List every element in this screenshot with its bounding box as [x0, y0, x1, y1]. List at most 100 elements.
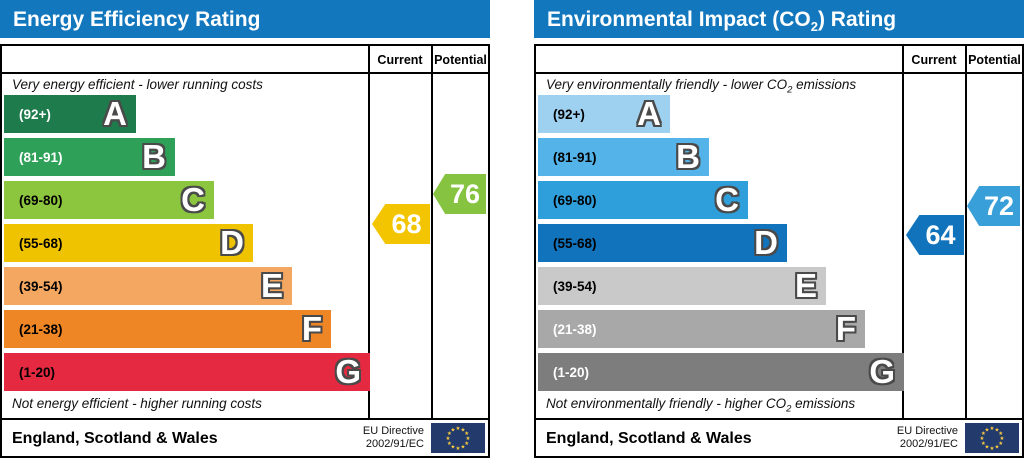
eu-flag-icon: ★ ★★ ★★★ ★★★ ★★★	[431, 423, 485, 453]
band-letter: E	[794, 267, 817, 304]
eu-flag-stars: ★ ★★ ★★★ ★★★ ★★★	[446, 425, 471, 452]
svg-text:★: ★	[464, 440, 469, 447]
svg-text:★: ★	[447, 440, 452, 447]
svg-text:★: ★	[985, 426, 990, 433]
panel-title: Environmental Impact (CO2) Rating	[534, 0, 1024, 38]
band-range-label: (92+)	[553, 107, 585, 122]
region-label: England, Scotland & Wales	[546, 430, 752, 447]
svg-text:★: ★	[451, 426, 456, 433]
band-d: (55-68) D	[4, 224, 253, 262]
band-range-label: (92+)	[19, 107, 51, 122]
caption-top: Very energy efficient - lower running co…	[12, 77, 263, 92]
svg-text:★: ★	[464, 430, 469, 437]
current-rating-arrow: 64	[906, 215, 964, 255]
band-e: (39-54) E	[538, 267, 826, 305]
band-b: (81-91) B	[538, 138, 709, 176]
column-divider	[431, 46, 433, 418]
band-bars: (92+) A (81-91) B (69-80) C (55-68) D (39-54) E (2…	[4, 95, 370, 396]
potential-rating-arrow: 76	[433, 174, 486, 214]
svg-text:★: ★	[446, 435, 451, 442]
energy-efficiency-panel: Energy Efficiency Rating Current Potenti…	[0, 0, 490, 460]
svg-text:★: ★	[981, 440, 986, 447]
band-range-label: (55-68)	[19, 236, 63, 251]
chart-body: Very environmentally friendly - lower CO…	[536, 74, 904, 418]
svg-text:★: ★	[461, 426, 466, 433]
column-divider	[902, 46, 904, 418]
svg-text:★: ★	[980, 435, 985, 442]
environmental-impact-panel: Environmental Impact (CO2) Rating Curren…	[534, 0, 1024, 460]
eu-flag-stars: ★ ★★ ★★★ ★★★ ★★★	[980, 425, 1005, 452]
band-letter: B	[142, 138, 166, 175]
band-letter: C	[715, 181, 739, 218]
current-rating-arrow: 68	[372, 204, 430, 244]
band-range-label: (1-20)	[553, 365, 590, 380]
band-letter: A	[103, 95, 127, 132]
panel-title: Energy Efficiency Rating	[0, 0, 490, 38]
band-letter: G	[335, 353, 361, 390]
region-label: England, Scotland & Wales	[12, 430, 218, 447]
table-header-row: Current Potential	[2, 46, 488, 74]
caption-bottom: Not environmentally friendly - higher CO…	[546, 396, 856, 415]
svg-text:★: ★	[456, 425, 461, 432]
caption-bottom: Not energy efficient - higher running co…	[12, 396, 262, 411]
band-range-label: (21-38)	[553, 322, 597, 337]
band-range-label: (39-54)	[553, 279, 597, 294]
eu-flag-icon: ★ ★★ ★★★ ★★★ ★★★	[965, 423, 1019, 453]
band-letter: C	[181, 181, 205, 218]
current-value-column: 64	[904, 74, 965, 418]
band-letter: F	[301, 310, 322, 347]
band-bars: (92+) A (81-91) B (69-80) C (55-68) D (39-54) E (2…	[538, 95, 904, 396]
eu-directive-label: EU Directive 2002/91/EC	[362, 425, 424, 450]
svg-text:★: ★	[995, 426, 1000, 433]
eu-directive-label: EU Directive 2002/91/EC	[896, 425, 958, 450]
current-column-header: Current	[911, 53, 957, 67]
svg-text:★: ★	[998, 440, 1003, 447]
band-range-label: (21-38)	[19, 322, 63, 337]
band-letter: D	[220, 224, 244, 261]
svg-text:★: ★	[461, 444, 466, 451]
band-g: (1-20) G	[538, 353, 904, 391]
band-range-label: (81-91)	[19, 150, 63, 165]
panel-title-suffix: ) Rating	[817, 8, 897, 31]
svg-text:★: ★	[985, 444, 990, 451]
band-e: (39-54) E	[4, 267, 292, 305]
band-f: (21-38) F	[4, 310, 331, 348]
band-letter: F	[835, 310, 856, 347]
svg-text:★: ★	[447, 430, 452, 437]
band-range-label: (81-91)	[553, 150, 597, 165]
chart-body: Very energy efficient - lower running co…	[2, 74, 370, 418]
band-letter: A	[637, 95, 661, 132]
svg-text:★: ★	[990, 445, 995, 452]
current-value-column: 68	[370, 74, 431, 418]
band-f: (21-38) F	[538, 310, 865, 348]
band-c: (69-80) C	[538, 181, 748, 219]
band-letter: D	[754, 224, 778, 261]
column-divider	[965, 46, 967, 418]
svg-text:★: ★	[456, 445, 461, 452]
potential-column-header: Potential	[968, 53, 1021, 67]
svg-text:★: ★	[466, 435, 471, 442]
band-c: (69-80) C	[4, 181, 214, 219]
column-divider	[368, 46, 370, 418]
current-column-header: Current	[377, 53, 423, 67]
band-range-label: (69-80)	[19, 193, 63, 208]
svg-text:★: ★	[451, 444, 456, 451]
band-range-label: (69-80)	[553, 193, 597, 208]
band-a: (92+) A	[4, 95, 136, 133]
band-range-label: (1-20)	[19, 365, 56, 380]
footer-row: England, Scotland & Wales EU Directive 2…	[2, 418, 488, 456]
band-range-label: (39-54)	[19, 279, 63, 294]
band-letter: B	[676, 138, 700, 175]
potential-value-column: 76	[433, 74, 488, 418]
svg-text:★: ★	[990, 425, 995, 432]
footer-row: England, Scotland & Wales EU Directive 2…	[536, 418, 1022, 456]
band-g: (1-20) G	[4, 353, 370, 391]
band-range-label: (55-68)	[553, 236, 597, 251]
band-letter: G	[869, 353, 895, 390]
potential-column-header: Potential	[434, 53, 487, 67]
band-d: (55-68) D	[538, 224, 787, 262]
rating-table: Current Potential Very energy efficient …	[0, 44, 490, 458]
potential-value-column: 72	[967, 74, 1022, 418]
panel-title-subscript: 2	[810, 19, 818, 35]
svg-text:★: ★	[995, 444, 1000, 451]
